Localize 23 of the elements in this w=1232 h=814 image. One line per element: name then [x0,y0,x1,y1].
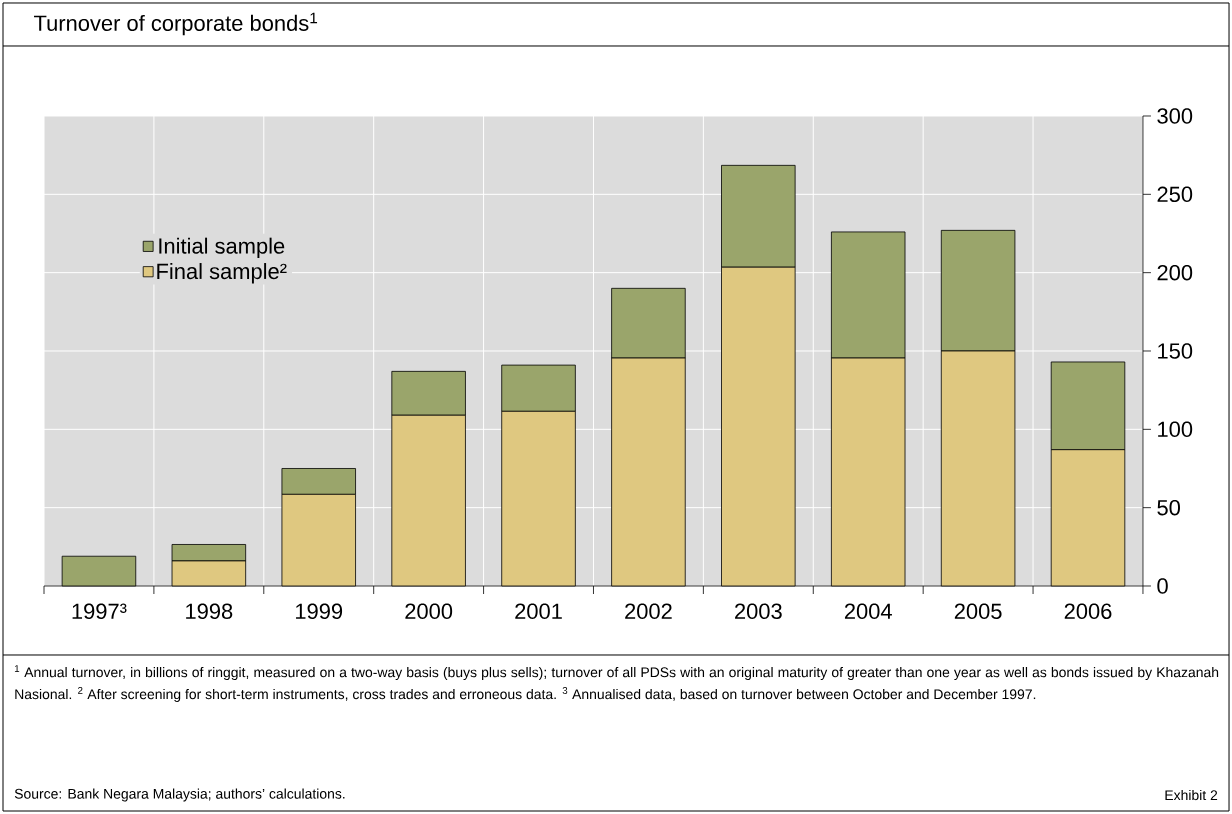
y-tick-label: 250 [1157,186,1193,203]
y-tick-label: 100 [1158,421,1193,438]
y-tick-label: 300 [1157,108,1193,124]
x-tick-label: 1998 [186,603,233,620]
x-tick-label: 2000 [405,603,453,620]
x-tick-label: 2002 [625,603,672,620]
y-tick-label: 150 [1158,343,1193,359]
legend-label: Final sample² [157,263,287,284]
x-tick-label: 2001 [515,603,562,620]
x-tick-label: 1997³ [72,603,127,620]
text: $^{1}$ Annual turnover, in billions of ringgit, measured on a two-way basis (buys plus sells); turnover of all PDSs with an original maturity of greater than one year as well as bonds issued by Khazanah Nasional. $^{2}$ After screening for short-term instruments, cross trades and erroneous data. $^{3}$ Annualised data, based on turnover between October and December 1997. [14,665,1219,702]
text: Exhibit 2 [1165,789,1218,801]
x-tick-label: 2003 [735,603,782,620]
x-tick-label: 2005 [954,603,1002,620]
x-tick-label: 2004 [844,603,892,620]
source-note: Source: Bank Negara Malaysia; authors’ calculations. [14,788,345,802]
legend-label: Initial sample [159,237,285,259]
y-tick-label: 50 [1157,499,1180,516]
x-tick-label: 1999 [296,603,343,620]
chart-title: Turnover of corporate bonds$^{1}$ [34,12,318,36]
y-tick-label: 200 [1157,264,1193,281]
y-tick-label: 0 [1157,578,1168,594]
x-tick-label: 2006 [1064,603,1112,620]
